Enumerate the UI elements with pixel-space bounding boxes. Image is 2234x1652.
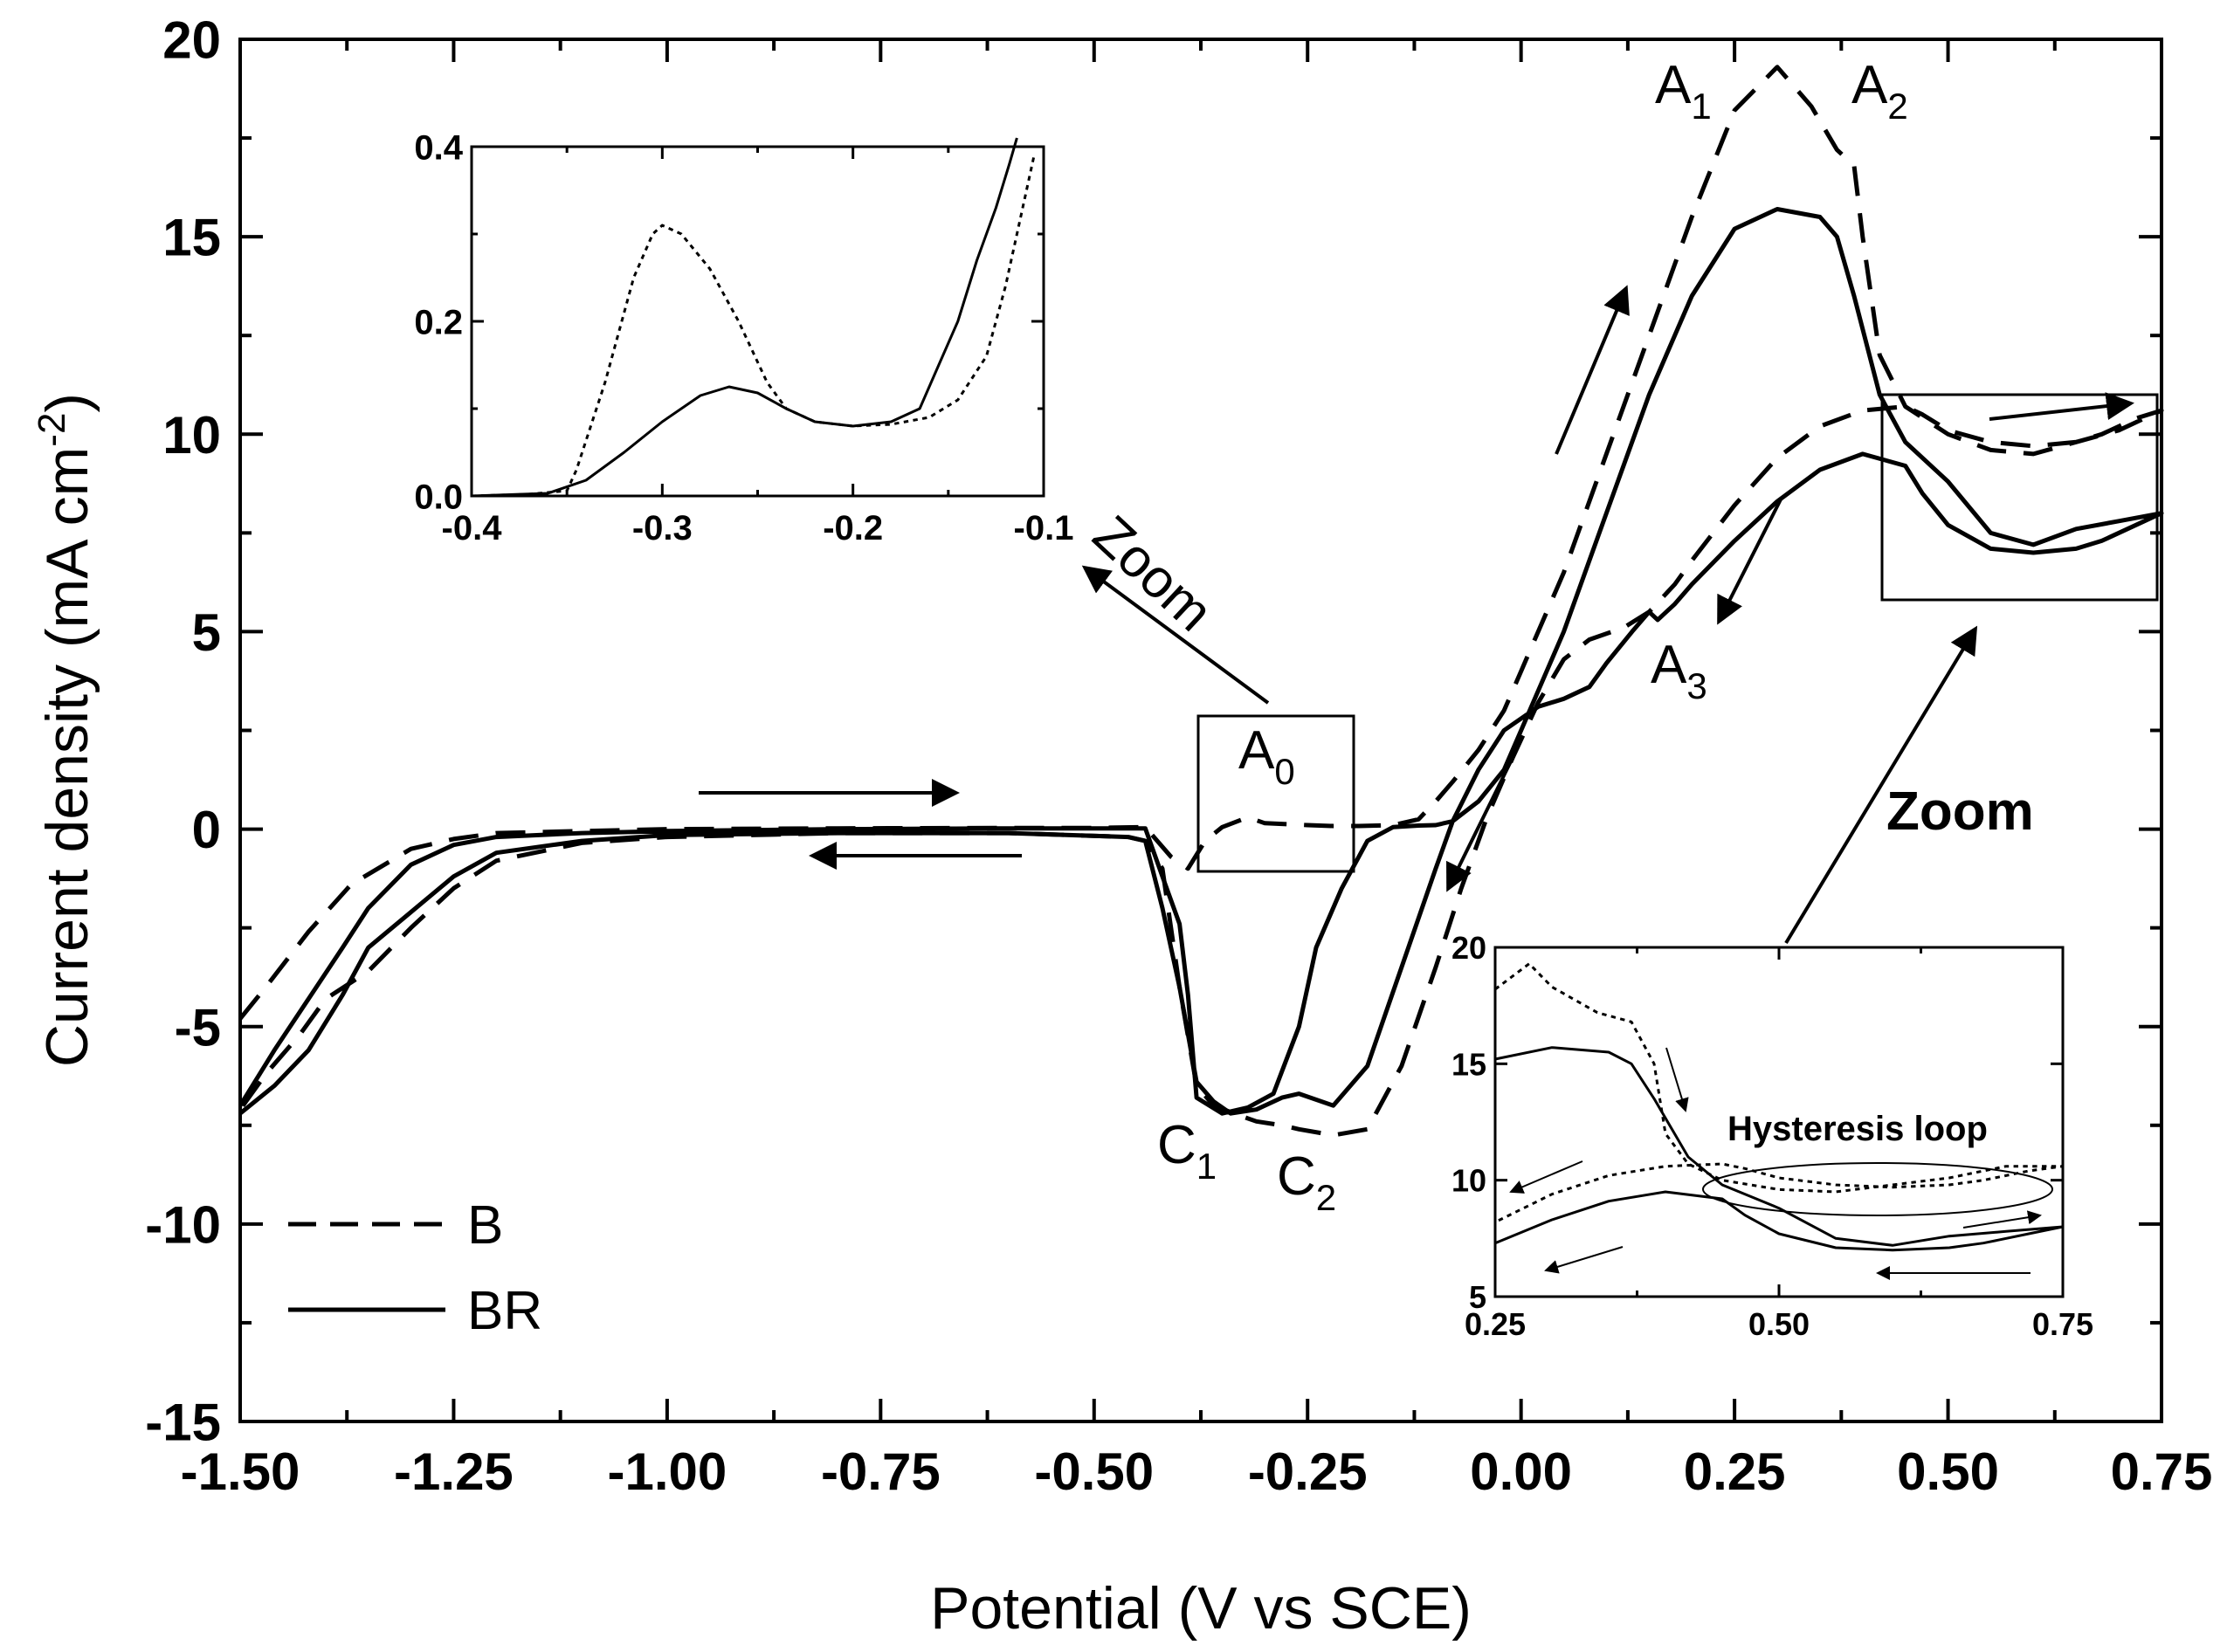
- inset-arrow-1: [1665, 1047, 1689, 1112]
- inset-left-ytick-label: 0.0: [414, 478, 463, 516]
- main-xtick-label: 0.00: [1470, 1442, 1572, 1501]
- annotation-a1-text: A: [1655, 55, 1692, 115]
- scan-direction-arrows: [699, 285, 2134, 945]
- peak-annotations: A1 A2 A3 A0 C1 C2: [1157, 55, 1908, 1218]
- annotation-a2-sub: 2: [1887, 86, 1907, 127]
- inset-right-arrows: [1509, 1047, 2042, 1280]
- main-xtick-label: -1.50: [181, 1442, 300, 1501]
- annotation-c1: C1: [1157, 1115, 1217, 1187]
- inset-left-ticks: -0.4 -0.3 -0.2 -0.1 0.0 0.2 0.4: [414, 128, 1073, 547]
- annotation-a0-text: A: [1238, 720, 1275, 781]
- legend-label-b: B: [467, 1195, 503, 1256]
- legend-label-br: BR: [467, 1281, 542, 1341]
- inset-right-series-b: [1494, 962, 2065, 1224]
- inset-right-ytick-label: 10: [1451, 1163, 1486, 1199]
- inset-right-background: [1495, 947, 2063, 1297]
- arrow-right-box: [1989, 392, 2134, 421]
- main-xtick-label: -0.25: [1248, 1442, 1368, 1501]
- main-ytick-label: 20: [162, 11, 221, 70]
- main-xtick-label: -0.75: [821, 1442, 941, 1501]
- annotation-a2-text: A: [1851, 55, 1888, 115]
- y-axis-title: Current density (mA cm-2): [31, 393, 100, 1067]
- main-plot: -1.50 -1.25 -1.00 -0.75 -0.50 -0.25 0.00 0.25 0.…: [31, 11, 2212, 1642]
- annotation-a1: A1: [1655, 55, 1712, 127]
- main-ytick-label: 15: [162, 209, 221, 267]
- inset-right-xtick-label: 0.75: [2032, 1306, 2093, 1342]
- zoom-box-hysteresis: [1880, 393, 2159, 602]
- zoom-box-a0: [1196, 714, 1355, 873]
- inset-left-series-br: [471, 137, 1018, 498]
- main-xtick-label: 0.75: [2111, 1442, 2213, 1501]
- annotation-c2-sub: 2: [1316, 1177, 1336, 1218]
- main-ticks: -1.50 -1.25 -1.00 -0.75 -0.50 -0.25 0.00 0.25 0.…: [145, 11, 2212, 1501]
- inset-left-xtick-label: -0.2: [823, 509, 883, 547]
- zoom-label-left: Zoom: [1081, 505, 1224, 644]
- inset-arrow-2: [1509, 1160, 1583, 1194]
- inset-left: -0.4 -0.3 -0.2 -0.1 0.0 0.2 0.4: [414, 128, 1073, 547]
- inset-left-ytick-label: 0.2: [414, 303, 463, 341]
- inset-right-ticks: 0.25 0.50 0.75 5 10 15 20: [1451, 930, 2093, 1342]
- arrow-anodic-rise: [1555, 285, 1630, 455]
- inset-left-xtick-label: -0.3: [632, 509, 693, 547]
- inset-arrow-4: [1962, 1210, 2042, 1229]
- main-ytick-label: -10: [145, 1195, 221, 1254]
- main-ytick-label: 10: [162, 406, 221, 465]
- hysteresis-loop-ellipse: [1702, 1162, 2053, 1216]
- annotation-a3: A3: [1651, 635, 1707, 706]
- x-axis-title: Potential (V vs SCE): [930, 1575, 1472, 1642]
- main-xtick-label: -0.50: [1034, 1442, 1154, 1501]
- main-xtick-label: 0.25: [1684, 1442, 1786, 1501]
- main-xtick-label: 0.50: [1897, 1442, 1999, 1501]
- annotation-a0-sub: 0: [1274, 751, 1294, 792]
- hysteresis-loop-label: Hysteresis loop: [1727, 1110, 1988, 1148]
- inset-left-xtick-label: -0.1: [1014, 509, 1074, 547]
- annotation-a0: A0: [1238, 720, 1295, 792]
- main-ytick-label: -5: [175, 998, 221, 1057]
- inset-left-series-group: [471, 137, 1036, 498]
- arrow-descent: [1446, 761, 1513, 892]
- main-xtick-label: -1.25: [394, 1442, 514, 1501]
- annotation-a1-sub: 1: [1691, 86, 1711, 127]
- zoom-label-right: Zoom: [1886, 781, 2034, 842]
- inset-left-ytick-label: 0.4: [414, 128, 463, 167]
- annotation-c1-text: C: [1157, 1115, 1196, 1175]
- main-ytick-label: -15: [145, 1394, 221, 1452]
- y-axis-title-tail: ): [34, 393, 100, 413]
- inset-right-ytick-label: 5: [1469, 1279, 1486, 1315]
- legend: B BR: [288, 1195, 542, 1341]
- arrow-zoom-left: [1081, 565, 1270, 705]
- main-series-br: [238, 207, 2164, 1116]
- inset-right: 0.25 0.50 0.75 5 10 15 20 Hysteresis loop: [1451, 930, 2093, 1342]
- inset-right-xtick-label: 0.50: [1748, 1306, 1810, 1342]
- annotation-a3-sub: 3: [1686, 665, 1707, 706]
- annotation-c2-text: C: [1277, 1146, 1316, 1207]
- main-xtick-label: -1.00: [608, 1442, 727, 1501]
- inset-left-xtick-label: -0.4: [442, 509, 503, 547]
- inset-arrow-3: [1544, 1246, 1624, 1274]
- annotation-c2: C2: [1277, 1146, 1336, 1218]
- annotation-a2: A2: [1851, 55, 1908, 127]
- main-ytick-label: 5: [192, 603, 221, 662]
- arrow-zoom-right: [1784, 625, 1978, 945]
- annotation-a3-text: A: [1651, 635, 1687, 695]
- inset-left-series-b: [471, 155, 1036, 498]
- inset-left-background: [472, 147, 1044, 496]
- inset-right-xtick-label: 0.25: [1465, 1306, 1526, 1342]
- y-axis-title-text: Current density (mA cm: [34, 447, 100, 1067]
- inset-right-ytick-label: 15: [1451, 1046, 1486, 1082]
- main-ytick-label: 0: [192, 801, 221, 859]
- inset-right-ytick-label: 20: [1451, 930, 1486, 966]
- y-axis-title-sup: -2: [31, 413, 73, 447]
- main-series-group: [238, 65, 2164, 1138]
- annotation-c1-sub: 1: [1196, 1146, 1217, 1187]
- arrow-cathodic-return: [1717, 497, 1783, 625]
